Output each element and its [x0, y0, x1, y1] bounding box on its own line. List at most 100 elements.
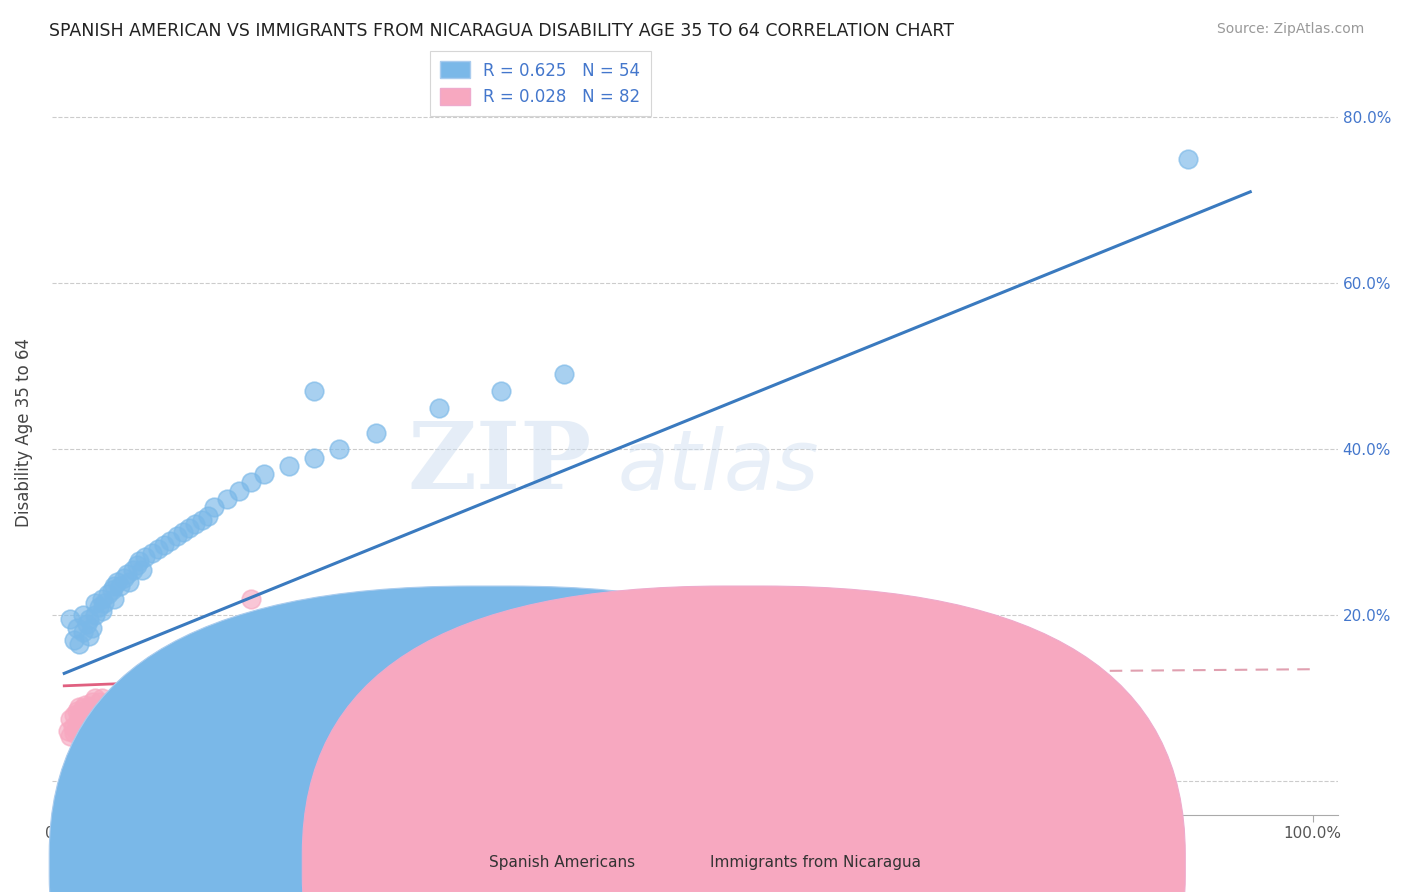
Point [97, 716, 120, 731]
Point [59, 712, 82, 726]
Point [115, 707, 138, 722]
Point [215, 491, 238, 506]
Point [103, 718, 125, 732]
Point [90, 591, 112, 606]
Point [103, 591, 125, 606]
Point [440, 698, 463, 712]
Point [190, 513, 212, 527]
Point [184, 516, 207, 531]
Text: ZIP: ZIP [408, 418, 592, 508]
Point [90, 704, 112, 718]
Point [105, 706, 128, 721]
Point [90, 714, 112, 729]
Point [100, 704, 122, 718]
Point [84, 691, 107, 706]
Y-axis label: Disability Age 35 to 64: Disability Age 35 to 64 [15, 338, 32, 527]
Point [110, 709, 132, 723]
Point [59, 612, 82, 626]
Point [94, 707, 117, 722]
Point [190, 699, 212, 714]
Point [80, 695, 103, 709]
Legend: R = 0.625   N = 54, R = 0.028   N = 82: R = 0.625 N = 54, R = 0.028 N = 82 [430, 52, 651, 116]
Point [197, 508, 219, 523]
Point [72, 624, 94, 639]
Point [125, 707, 148, 722]
Point [63, 707, 86, 722]
Point [159, 533, 181, 548]
Point [366, 425, 388, 440]
Point [222, 629, 245, 643]
Point [328, 637, 350, 651]
Point [103, 699, 125, 714]
Text: Source: ZipAtlas.com: Source: ZipAtlas.com [1216, 22, 1364, 37]
Point [93, 720, 115, 734]
Text: Spanish Americans: Spanish Americans [489, 855, 636, 870]
Point [76, 716, 98, 731]
Point [489, 384, 512, 398]
Point [125, 558, 148, 573]
Point [177, 521, 200, 535]
Point [141, 698, 163, 712]
Point [107, 695, 129, 709]
Point [63, 726, 86, 740]
Point [89, 599, 111, 614]
Point [72, 608, 94, 623]
Point [77, 699, 100, 714]
Point [97, 587, 120, 601]
Point [266, 698, 288, 712]
Point [77, 712, 100, 726]
Point [253, 467, 276, 482]
Point [240, 591, 263, 606]
Point [366, 695, 388, 709]
Point [302, 450, 325, 465]
Point [122, 712, 145, 726]
Point [340, 698, 363, 712]
Point [111, 716, 134, 731]
Point [110, 698, 132, 712]
Point [76, 704, 98, 718]
Point [100, 583, 122, 598]
Point [402, 699, 425, 714]
Point [72, 720, 94, 734]
Point [105, 575, 128, 590]
Point [177, 695, 200, 709]
Point [62, 720, 84, 734]
Point [240, 695, 263, 709]
Point [153, 695, 176, 709]
Point [115, 566, 138, 581]
Point [278, 458, 301, 473]
Point [128, 554, 150, 568]
Point [141, 546, 163, 560]
Point [84, 608, 107, 623]
Point [90, 604, 112, 618]
Point [67, 699, 90, 714]
Point [75, 698, 97, 712]
Point [122, 563, 145, 577]
Point [90, 691, 112, 706]
Text: Immigrants from Nicaragua: Immigrants from Nicaragua [710, 855, 921, 870]
Point [202, 500, 225, 515]
Point [166, 529, 188, 543]
Point [80, 621, 103, 635]
Point [69, 718, 91, 732]
Point [134, 691, 156, 706]
Point [66, 724, 89, 739]
Point [97, 695, 120, 709]
Point [290, 699, 312, 714]
Point [202, 695, 225, 709]
Point [100, 712, 122, 726]
Text: SPANISH AMERICAN VS IMMIGRANTS FROM NICARAGUA DISABILITY AGE 35 TO 64 CORRELATIO: SPANISH AMERICAN VS IMMIGRANTS FROM NICA… [49, 22, 955, 40]
Point [138, 709, 160, 723]
Point [69, 706, 91, 721]
Point [240, 475, 263, 490]
Point [128, 695, 150, 709]
Point [540, 699, 562, 714]
Text: atlas: atlas [617, 426, 820, 508]
Point [110, 579, 132, 593]
Point [93, 701, 115, 715]
Point [553, 368, 575, 382]
Point [427, 401, 450, 415]
Point [82, 714, 104, 729]
Point [77, 629, 100, 643]
Point [89, 716, 111, 731]
